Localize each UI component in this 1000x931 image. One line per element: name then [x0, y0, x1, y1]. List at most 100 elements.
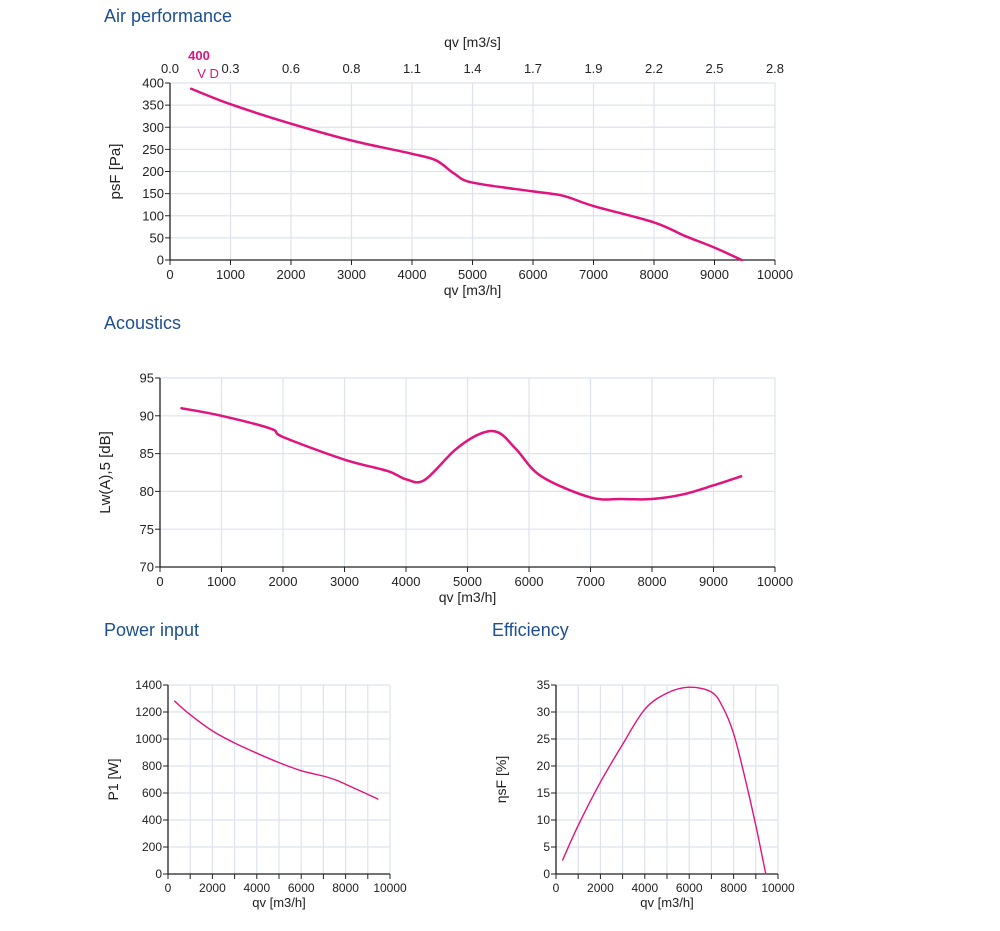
acoustics-title: Acoustics — [104, 313, 182, 333]
x-tick-label: 2000 — [587, 881, 614, 895]
x-tick-label: 2000 — [199, 881, 226, 895]
x-tick-label: 9000 — [700, 267, 729, 282]
y-tick-label: 600 — [142, 786, 162, 800]
x-tick-label: 0 — [165, 881, 172, 895]
x-axis-label: qv [m3/h] — [252, 895, 305, 910]
air-performance-title: Air performance — [104, 6, 233, 26]
x-tick-label: 10000 — [761, 881, 795, 895]
y-tick-label: 0 — [155, 867, 162, 881]
x-tick-label: 6000 — [288, 881, 315, 895]
y-tick-label: 50 — [150, 230, 164, 245]
x2-tick-label: 1.4 — [463, 61, 481, 76]
x-tick-label: 0 — [166, 267, 173, 282]
y-tick-label: 95 — [140, 371, 154, 386]
curve-label-name: V D — [197, 66, 219, 81]
x-tick-label: 4000 — [631, 881, 658, 895]
y-tick-label: 5 — [543, 840, 550, 854]
x2-tick-label: 0.0 — [161, 61, 179, 76]
x2-tick-label: 1.7 — [524, 61, 542, 76]
series-line — [561, 686, 767, 875]
y-tick-label: 0 — [157, 253, 164, 268]
y-tick-label: 10 — [537, 813, 551, 827]
y-tick-label: 100 — [142, 208, 164, 223]
x-tick-label: 10000 — [373, 881, 407, 895]
x-tick-label: 10000 — [757, 267, 793, 282]
x-tick-label: 0 — [553, 881, 560, 895]
x-tick-label: 8000 — [640, 267, 669, 282]
x-tick-label: 10000 — [757, 574, 793, 589]
x-tick-label: 4000 — [243, 881, 270, 895]
y-axis-label: P1 [W] — [105, 758, 121, 800]
x2-tick-label: 2.8 — [766, 61, 784, 76]
x-tick-label: 4000 — [392, 574, 421, 589]
y-tick-label: 200 — [142, 164, 164, 179]
x-tick-label: 1000 — [207, 574, 236, 589]
chart-1: 0 1000 2000 3000 4000 5000 6000 7000 8000 9000 100… — [97, 371, 793, 605]
y-tick-label: 20 — [537, 759, 551, 773]
y-axis-label: ηsF [%] — [493, 756, 509, 803]
x2-tick-label: 0.8 — [342, 61, 360, 76]
x-tick-label: 0 — [156, 574, 163, 589]
chart-2: 0 2000 4000 6000 8000 10000 0 200 400 600 800 1000 1… — [105, 678, 407, 910]
curve-label-speed: 400 — [188, 48, 210, 63]
y-tick-label: 150 — [142, 186, 164, 201]
x2-tick-label: 0.3 — [221, 61, 239, 76]
y-tick-label: 1400 — [135, 678, 162, 692]
y-tick-label: 1200 — [135, 705, 162, 719]
x-tick-label: 5000 — [458, 267, 487, 282]
x-tick-label: 5000 — [453, 574, 482, 589]
y-tick-label: 90 — [140, 408, 154, 423]
x-tick-label: 2000 — [269, 574, 298, 589]
y-tick-label: 250 — [142, 142, 164, 157]
y-tick-label: 80 — [140, 484, 154, 499]
y-tick-label: 25 — [537, 732, 551, 746]
x-tick-label: 9000 — [699, 574, 728, 589]
y-axis-label: Lw(A),5 [dB] — [97, 431, 114, 514]
chart-3: 0 2000 4000 6000 8000 10000 0 5 10 15 20 25 30 35 qv [… — [493, 678, 795, 910]
chart-0: 0 1000 2000 3000 4000 5000 6000 7000 8000 9000 100… — [107, 34, 793, 298]
y-tick-label: 85 — [140, 446, 154, 461]
y-tick-label: 0 — [543, 867, 550, 881]
series-line — [180, 406, 743, 501]
x-tick-label: 8000 — [720, 881, 747, 895]
y-axis-label: psF [Pa] — [107, 144, 124, 200]
x-tick-label: 3000 — [337, 267, 366, 282]
x-tick-label: 1000 — [216, 267, 245, 282]
x-axis-label: qv [m3/h] — [640, 895, 693, 910]
x-tick-label: 6000 — [519, 267, 548, 282]
x-axis-label: qv [m3/h] — [439, 589, 497, 605]
x-tick-label: 4000 — [398, 267, 427, 282]
y-tick-label: 35 — [537, 678, 551, 692]
x2-axis-label: qv [m3/s] — [444, 34, 501, 50]
x-tick-label: 8000 — [332, 881, 359, 895]
y-tick-label: 800 — [142, 759, 162, 773]
x-axis-label: qv [m3/h] — [444, 282, 502, 298]
power-input-title: Power input — [104, 620, 200, 640]
y-tick-label: 300 — [142, 120, 164, 135]
x2-tick-label: 0.6 — [282, 61, 300, 76]
y-tick-label: 350 — [142, 98, 164, 113]
x-tick-label: 7000 — [579, 267, 608, 282]
efficiency-title: Efficiency — [492, 620, 569, 640]
x-tick-label: 7000 — [576, 574, 605, 589]
y-tick-label: 15 — [537, 786, 551, 800]
y-tick-label: 30 — [537, 705, 551, 719]
y-tick-label: 70 — [140, 560, 154, 575]
y-tick-label: 400 — [142, 813, 162, 827]
series-line — [189, 87, 743, 262]
series-line — [173, 700, 379, 800]
x2-tick-label: 2.5 — [705, 61, 723, 76]
x2-tick-label: 1.1 — [403, 61, 421, 76]
x-tick-label: 2000 — [277, 267, 306, 282]
x2-tick-label: 2.2 — [645, 61, 663, 76]
y-tick-label: 400 — [142, 76, 164, 91]
x-tick-label: 8000 — [638, 574, 667, 589]
y-tick-label: 75 — [140, 522, 154, 537]
x-tick-label: 6000 — [515, 574, 544, 589]
x-tick-label: 3000 — [330, 574, 359, 589]
y-tick-label: 200 — [142, 840, 162, 854]
x2-tick-label: 1.9 — [584, 61, 602, 76]
x-tick-label: 6000 — [676, 881, 703, 895]
y-tick-label: 1000 — [135, 732, 162, 746]
